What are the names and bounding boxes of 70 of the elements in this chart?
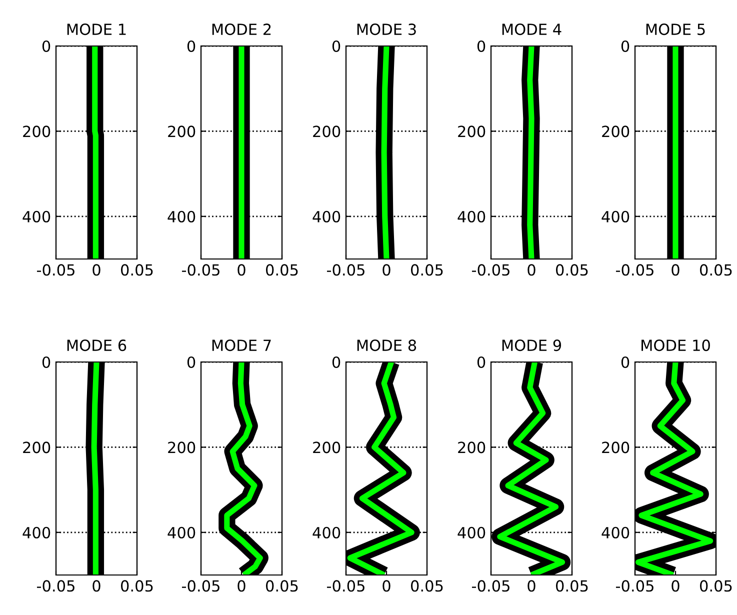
y-tick-label: 400 [312,210,340,222]
y-tick-label: 200 [313,126,340,138]
x-tick-label: 0.05 [556,580,588,592]
x-tick-label: -0.05 [472,580,510,592]
x-tick-label: 0.05 [121,264,153,276]
x-tick-label: 0 [92,264,100,276]
y-tick-label: 400 [22,210,50,222]
x-tick-label: 0.05 [266,580,298,592]
chart-title: MODE 6 [67,340,126,352]
x-tick-label: 0.05 [411,264,443,276]
x-tick-label: -0.05 [326,580,364,592]
y-tick-label: 0 [42,356,50,368]
y-tick-label: 400 [602,210,630,222]
x-tick-label: 0 [238,264,246,276]
y-tick-label: 200 [458,126,486,138]
y-tick-label: 200 [23,126,50,138]
x-tick-label: -0.05 [36,264,74,276]
x-tick-label: 0 [672,264,680,276]
y-tick-label: 400 [168,526,196,538]
x-tick-label: 0.05 [700,580,732,592]
x-tick-label: 0 [528,580,536,592]
y-tick-label: 0 [332,356,340,368]
y-tick-label: 200 [23,442,50,454]
y-tick-label: 0 [477,40,486,52]
x-tick-label: 0.05 [700,264,732,276]
y-tick-label: 0 [621,356,630,368]
chart-title: MODE 8 [357,340,416,352]
x-tick-label: 0 [238,580,246,592]
y-tick-label: 0 [621,40,630,52]
x-tick-label: 0 [672,580,680,592]
x-tick-label: -0.05 [616,264,654,276]
y-tick-label: 0 [187,356,196,368]
y-tick-label: 400 [22,526,50,538]
x-tick-label: 0.05 [411,580,443,592]
y-tick-label: 400 [312,526,340,538]
x-tick-label: 0 [382,580,390,592]
y-tick-label: 200 [602,442,630,454]
x-tick-label: -0.05 [472,264,510,276]
x-tick-label: 0 [382,264,390,276]
y-tick-label: 200 [602,126,630,138]
y-tick-label: 0 [42,40,50,52]
y-tick-label: 400 [168,210,196,222]
chart-title: MODE 5 [646,24,705,36]
x-tick-label: 0 [92,580,100,592]
y-tick-label: 0 [477,356,486,368]
y-tick-label: 400 [458,526,486,538]
chart-title: MODE 2 [212,24,271,36]
y-tick-label: 400 [458,210,486,222]
y-tick-label: 200 [168,442,196,454]
y-tick-label: 200 [168,126,196,138]
chart-title: MODE 9 [502,340,562,352]
x-tick-label: -0.05 [616,580,654,592]
chart-title: MODE 7 [212,340,271,352]
x-tick-label: 0.05 [266,264,298,276]
chart-title: MODE 10 [642,340,710,352]
y-tick-label: 0 [332,40,340,52]
x-tick-label: 0 [528,264,536,276]
chart-title: MODE 1 [67,24,126,36]
y-tick-label: 200 [458,442,486,454]
y-tick-label: 200 [313,442,340,454]
chart-title: MODE 4 [502,24,562,36]
chart-title: MODE 3 [357,24,416,36]
x-tick-label: -0.05 [36,580,74,592]
x-tick-label: 0.05 [556,264,588,276]
y-tick-label: 400 [602,526,630,538]
y-tick-label: 0 [187,40,196,52]
x-tick-label: -0.05 [182,580,220,592]
x-tick-label: 0.05 [121,580,153,592]
x-tick-label: -0.05 [182,264,220,276]
x-tick-label: -0.05 [326,264,364,276]
